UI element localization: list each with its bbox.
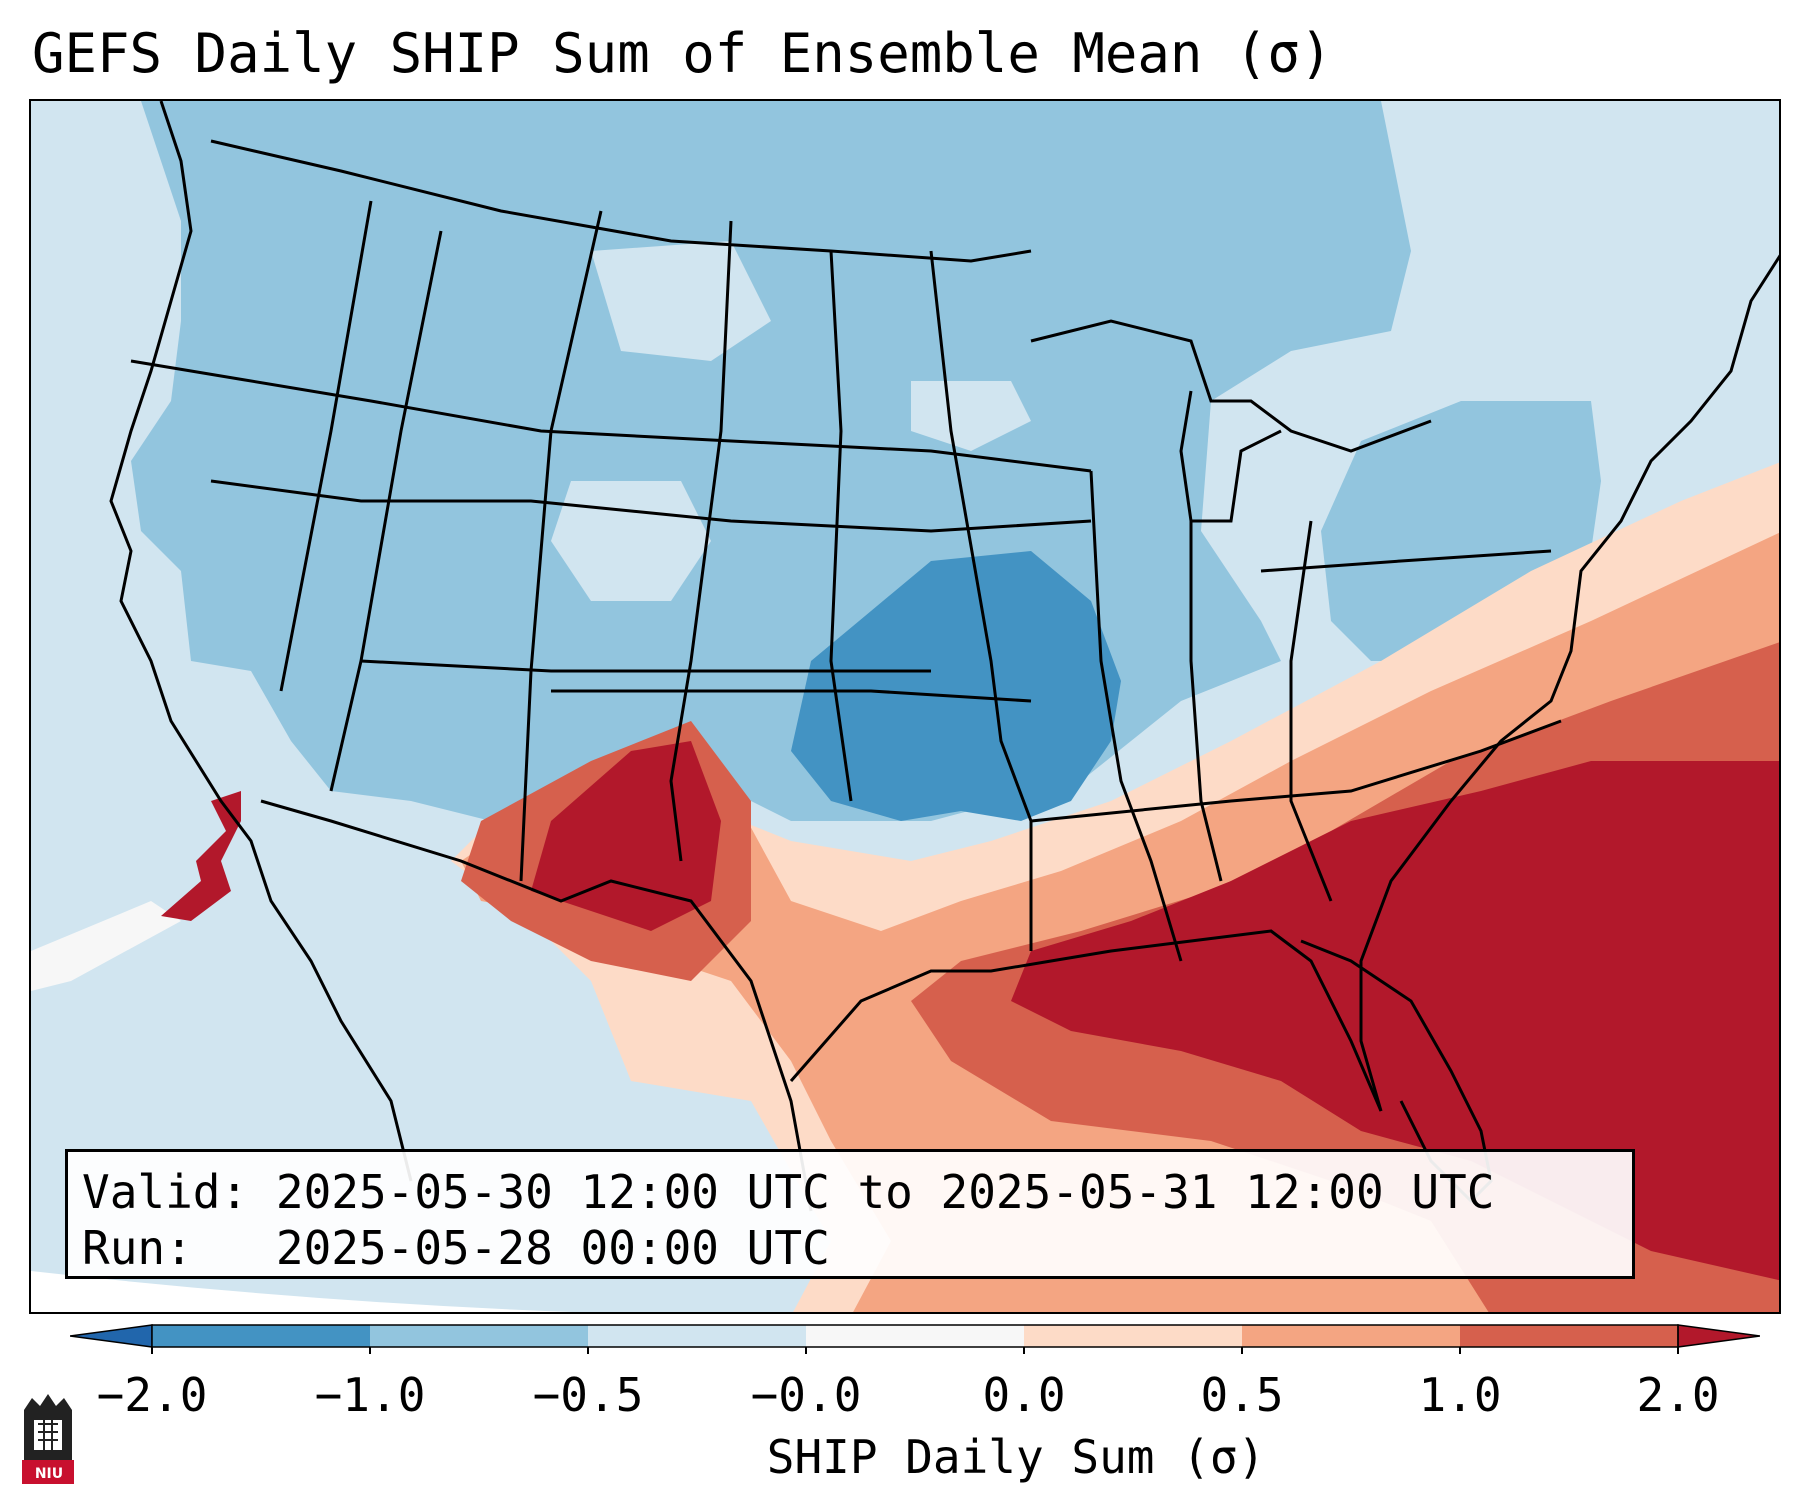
valid-run-box: Valid: 2025-05-30 12:00 UTC to 2025-05-3… [65, 1149, 1635, 1279]
valid-value: 2025-05-30 12:00 UTC to 2025-05-31 12:00… [275, 1165, 1495, 1219]
chart-title: GEFS Daily SHIP Sum of Ensemble Mean (σ) [32, 22, 1333, 85]
colorbar-tick-label: −0.5 [532, 1368, 644, 1422]
colorbar-tick-label: −1.0 [314, 1368, 426, 1422]
colorbar-segment [370, 1325, 589, 1347]
neutral-streak [31, 901, 181, 991]
valid-label: Valid: [82, 1165, 249, 1219]
colorbar-segment [1460, 1325, 1679, 1347]
colorbar [70, 1324, 1760, 1354]
colorbar-frame [151, 1324, 1679, 1348]
run-value: 2025-05-28 00:00 UTC [275, 1221, 830, 1275]
boundaries [109, 101, 1779, 1212]
colorbar-tick-label: 0.5 [1200, 1368, 1284, 1422]
map-panel [29, 99, 1781, 1314]
anomaly-region-dark-red-pacific [161, 791, 241, 921]
colorbar-segment [806, 1325, 1025, 1347]
colorbar-tick-label: −2.0 [96, 1368, 208, 1422]
colorbar-segment [1242, 1325, 1461, 1347]
anomaly-patch-light-1 [551, 481, 711, 601]
anomaly-region-dark-red-sw [531, 741, 721, 931]
niu-logo [22, 1394, 74, 1484]
colorbar-segment [1024, 1325, 1243, 1347]
colorbar-segment [588, 1325, 807, 1347]
outside-domain [31, 1271, 574, 1312]
logo-text: NIU [34, 1466, 64, 1482]
colorbar-tick-label: 2.0 [1636, 1368, 1720, 1422]
colorbar-over-arrow [1677, 1324, 1760, 1348]
colorbar-segment [152, 1325, 371, 1347]
colorbar-label: SHIP Daily Sum (σ) [766, 1430, 1266, 1484]
anomaly-region-dark-blue [791, 551, 1121, 821]
colorbar-under-arrow [70, 1324, 153, 1348]
colorbar-tick-label: 0.0 [982, 1368, 1066, 1422]
colorbar-tick-label: −0.0 [750, 1368, 862, 1422]
colorbar-tick-label: 1.0 [1418, 1368, 1502, 1422]
anomaly-map [31, 101, 1779, 1312]
anomaly-patch-light-3 [911, 381, 1031, 451]
run-label: Run: [82, 1221, 193, 1275]
